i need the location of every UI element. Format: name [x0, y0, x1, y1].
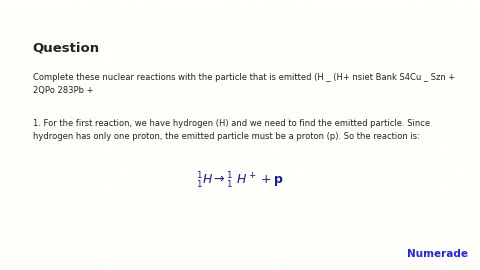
Text: 1. For the first reaction, we have hydrogen (H) and we need to find the emitted : 1. For the first reaction, we have hydro…	[33, 119, 430, 141]
Text: Numerade: Numerade	[407, 249, 468, 259]
Text: Complete these nuclear reactions with the particle that is emitted (H _ (H+ nsie: Complete these nuclear reactions with th…	[33, 73, 455, 95]
Text: Question: Question	[33, 42, 100, 55]
Text: $^1_1H \rightarrow^1_1\ H^+ + \mathbf{p}$: $^1_1H \rightarrow^1_1\ H^+ + \mathbf{p}…	[196, 171, 284, 191]
